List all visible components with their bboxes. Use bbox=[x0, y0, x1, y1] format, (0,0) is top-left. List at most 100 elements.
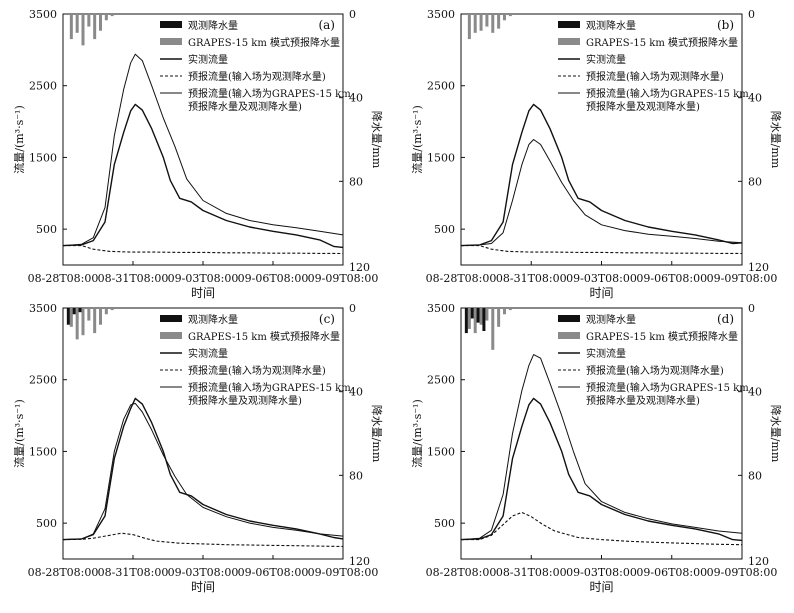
legend-swatch-observed-rain bbox=[160, 315, 182, 322]
observed-rain-bar bbox=[66, 308, 70, 325]
grapes-rain-bar bbox=[69, 308, 73, 327]
legend-label-forecast-observed: 预报流量(输入场为观测降水量) bbox=[188, 70, 326, 83]
x-tick-label: 09-03T08:00 bbox=[168, 566, 239, 579]
legend-label-grapes-rain: GRAPES-15 km 模式预报降水量 bbox=[586, 36, 738, 49]
grapes-rain-bar bbox=[104, 14, 108, 21]
observed-rain-bar bbox=[72, 308, 76, 315]
y-tick-label: 3500 bbox=[29, 8, 57, 21]
legend-label-observed-rain: 观测降水量 bbox=[188, 313, 238, 326]
plot-frame bbox=[460, 13, 743, 266]
y2-tick-label: 0 bbox=[748, 8, 755, 21]
y-axis-label: 流量/(m³·s⁻¹) bbox=[12, 399, 26, 468]
x-axis-label: 时间 bbox=[191, 286, 215, 300]
grapes-rain-bar bbox=[104, 308, 108, 315]
x-tick-label: 09-09T08:00 bbox=[308, 272, 379, 285]
grapes-rain-bar bbox=[508, 14, 512, 17]
y-tick-label: 500 bbox=[36, 517, 57, 530]
y2-tick-label: 80 bbox=[349, 175, 363, 188]
legend-label-observed-flow: 实测流量 bbox=[586, 347, 626, 360]
x-tick-label: 09-03T08:00 bbox=[566, 272, 637, 285]
chart-panel-1: 500 1500 2500 3500 0 40 80 120 08-28T08:00 08-31T… bbox=[12, 8, 384, 300]
legend-swatch-observed-rain bbox=[558, 21, 580, 28]
legend-label-forecast-grapes: 预报流量(输入场为GRAPES-15 km bbox=[188, 87, 351, 100]
series-line-3 bbox=[460, 139, 743, 247]
grapes-rain-bar bbox=[473, 308, 477, 334]
y2-tick-label: 40 bbox=[349, 92, 363, 105]
x-tick-label: 08-31T08:00 bbox=[98, 566, 169, 579]
x-tick-label: 08-31T08:00 bbox=[496, 272, 567, 285]
y2-tick-label: 80 bbox=[748, 175, 762, 188]
y-tick-label: 3500 bbox=[29, 302, 57, 315]
grapes-rain-bar bbox=[93, 14, 97, 40]
grapes-rain-bar bbox=[502, 308, 506, 315]
x-axis-label: 时间 bbox=[589, 580, 613, 594]
grapes-rain-bar bbox=[110, 14, 114, 17]
grapes-rain-bar bbox=[75, 308, 79, 340]
series-line-2 bbox=[63, 245, 344, 255]
observed-rain-bar bbox=[464, 308, 468, 334]
legend-swatch-grapes-rain bbox=[160, 332, 182, 339]
observed-rain-bar bbox=[78, 308, 82, 313]
chart-panel-4: 500 1500 2500 3500 0 40 80 120 08-28T08:00 08-31T… bbox=[410, 302, 783, 594]
x-tick-label: 09-09T08:00 bbox=[308, 566, 379, 579]
grapes-rain-bar bbox=[485, 14, 489, 27]
grapes-rain-bar bbox=[508, 308, 512, 311]
grapes-rain-bar bbox=[497, 308, 501, 327]
y2-axis-label: 降水量/mm bbox=[370, 111, 384, 169]
x-tick-label: 09-03T08:00 bbox=[168, 272, 239, 285]
y-tick-label: 2500 bbox=[427, 374, 455, 387]
x-tick-label: 08-28T08:00 bbox=[28, 272, 99, 285]
grapes-rain-bar bbox=[467, 308, 471, 329]
x-tick-label: 08-28T08:00 bbox=[426, 272, 497, 285]
series-line-2 bbox=[461, 511, 743, 546]
panel-label: (d) bbox=[717, 312, 734, 326]
observed-rain-bar bbox=[476, 308, 480, 323]
legend-label-observed-flow: 实测流量 bbox=[586, 53, 626, 66]
y2-tick-label: 120 bbox=[349, 555, 370, 568]
y2-tick-label: 0 bbox=[349, 8, 356, 21]
grapes-rain-bar bbox=[69, 14, 73, 40]
y-axis-label: 流量/(m³·s⁻¹) bbox=[410, 399, 424, 468]
y-tick-label: 500 bbox=[434, 223, 455, 236]
grapes-rain-bar bbox=[87, 14, 91, 27]
legend-label-forecast-grapes-cont: 预报降水量及观测降水量) bbox=[188, 100, 302, 113]
legend-label-forecast-grapes: 预报流量(输入场为GRAPES-15 km bbox=[586, 381, 749, 394]
grapes-rain-bar bbox=[491, 14, 495, 33]
y-axis-label: 流量/(m³·s⁻¹) bbox=[410, 105, 424, 174]
y2-axis-label: 降水量/mm bbox=[769, 405, 783, 463]
y2-tick-label: 80 bbox=[748, 469, 762, 482]
legend-label-forecast-observed: 预报流量(输入场为观测降水量) bbox=[586, 364, 724, 377]
observed-rain-bar bbox=[482, 308, 486, 332]
grapes-rain-bar bbox=[467, 14, 471, 40]
grapes-rain-bar bbox=[110, 308, 114, 311]
grapes-rain-bar bbox=[99, 308, 102, 325]
legend-label-observed-rain: 观测降水量 bbox=[586, 313, 636, 326]
series-line-3 bbox=[62, 402, 344, 541]
series-line-1 bbox=[460, 397, 743, 542]
grapes-rain-bar bbox=[99, 14, 102, 31]
x-tick-label: 09-06T08:00 bbox=[238, 272, 309, 285]
grapes-rain-bar bbox=[502, 14, 506, 21]
series-line-3 bbox=[62, 53, 344, 247]
grapes-rain-bar bbox=[479, 14, 483, 31]
legend-label-forecast-grapes-cont: 预报降水量及观测降水量) bbox=[586, 394, 700, 407]
legend-label-forecast-observed: 预报流量(输入场为观测降水量) bbox=[188, 364, 326, 377]
legend-label-observed-flow: 实测流量 bbox=[188, 347, 228, 360]
y-tick-label: 1500 bbox=[29, 151, 57, 164]
plot-frame bbox=[62, 307, 344, 560]
y-tick-label: 500 bbox=[36, 223, 57, 236]
panel-label: (a) bbox=[318, 18, 335, 32]
series-line-3 bbox=[460, 354, 743, 541]
series-line-1 bbox=[62, 103, 344, 249]
y2-tick-label: 120 bbox=[748, 261, 769, 274]
x-axis-label: 时间 bbox=[589, 286, 613, 300]
legend-label-forecast-grapes-cont: 预报降水量及观测降水量) bbox=[586, 100, 700, 113]
y-tick-label: 3500 bbox=[427, 8, 455, 21]
x-tick-label: 08-31T08:00 bbox=[98, 272, 169, 285]
legend-label-observed-rain: 观测降水量 bbox=[586, 19, 636, 32]
legend-swatch-observed-rain bbox=[558, 315, 580, 322]
grapes-rain-bar bbox=[485, 308, 489, 321]
y-tick-label: 1500 bbox=[427, 151, 455, 164]
legend-label-forecast-observed: 预报流量(输入场为观测降水量) bbox=[586, 70, 724, 83]
x-tick-label: 08-28T08:00 bbox=[28, 566, 99, 579]
